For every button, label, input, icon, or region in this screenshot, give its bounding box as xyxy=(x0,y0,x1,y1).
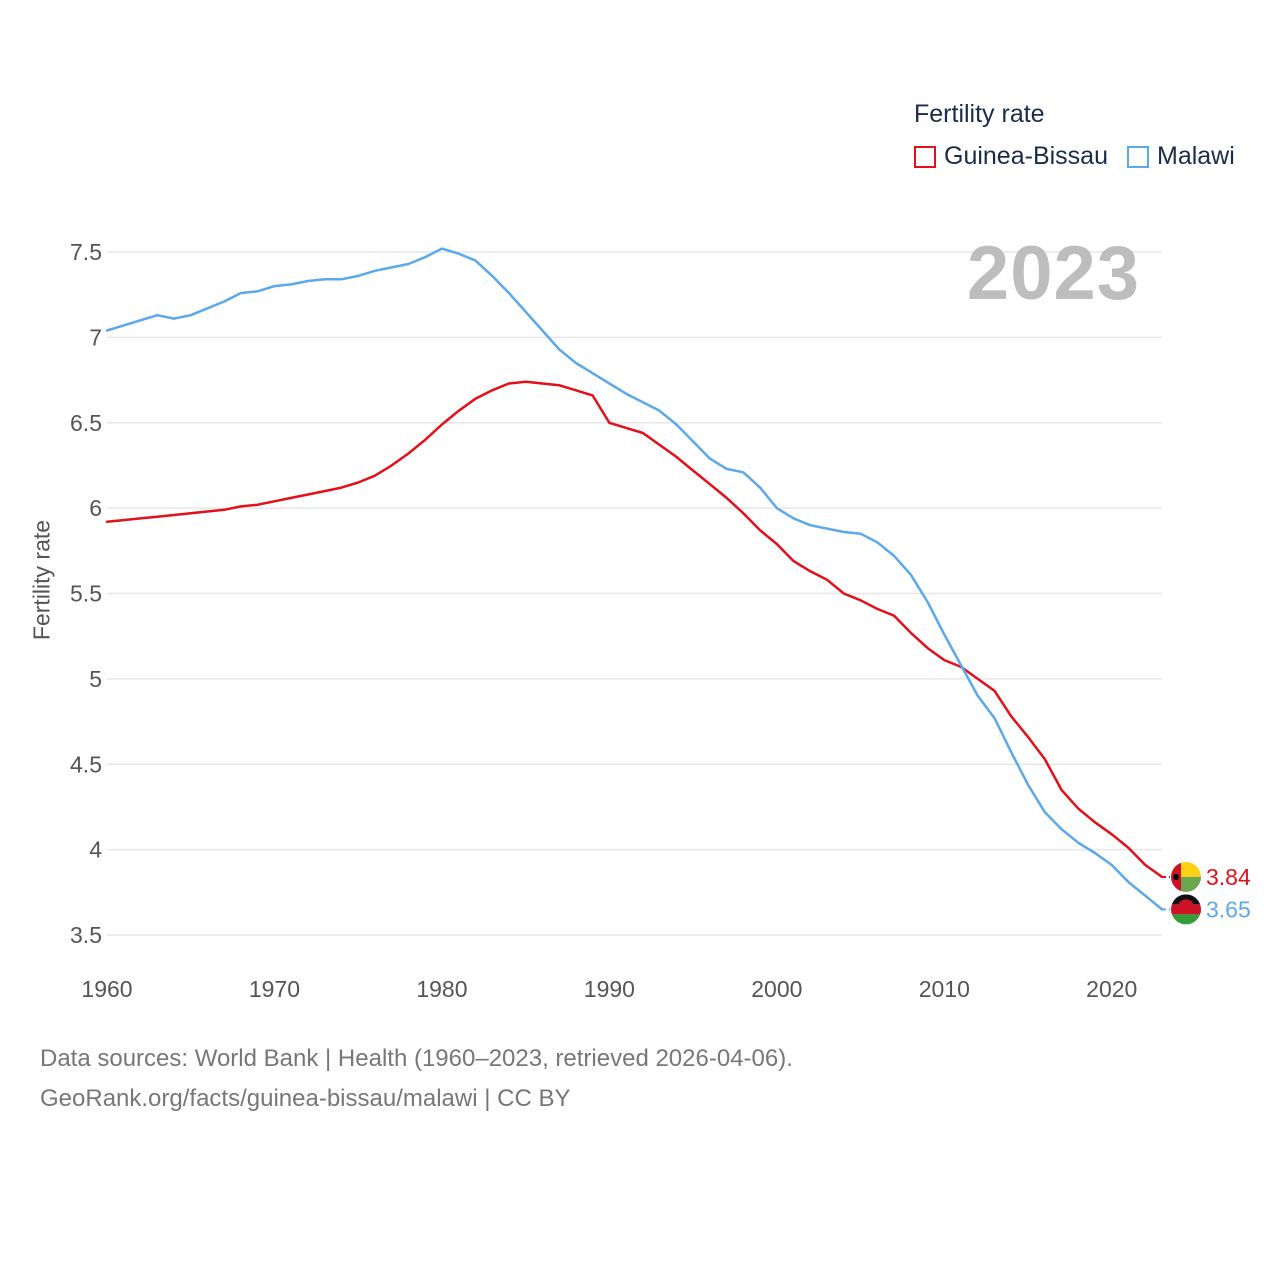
legend-item-malawi[interactable]: Malawi xyxy=(1127,142,1235,171)
x-tick-label: 1960 xyxy=(81,976,132,1002)
y-tick-label: 3.5 xyxy=(70,922,102,948)
y-tick-label: 4 xyxy=(89,837,102,863)
y-axis-title: Fertility rate xyxy=(28,519,55,641)
current-year-label: 2023 xyxy=(966,231,1140,316)
x-tick-label: 2010 xyxy=(919,976,970,1002)
legend-label-malawi: Malawi xyxy=(1157,142,1235,170)
legend-swatch-guinea-bissau xyxy=(914,145,936,168)
series-line-malawi[interactable] xyxy=(105,247,1164,911)
y-tick-label: 6.5 xyxy=(70,410,102,436)
y-tick-label: 7.5 xyxy=(70,239,102,265)
y-tick-label: 5.5 xyxy=(70,581,102,607)
series-line-guinea-bissau[interactable] xyxy=(105,380,1164,879)
y-tick-label: 6 xyxy=(89,495,102,521)
series-lines xyxy=(105,247,1164,911)
x-tick-label: 1990 xyxy=(584,976,635,1002)
end-value-guinea-bissau: 3.84 xyxy=(1206,864,1251,890)
end-value-malawi: 3.65 xyxy=(1206,896,1251,922)
malawi-flag-icon xyxy=(1171,894,1201,925)
legend-label-guinea-bissau: Guinea-Bissau xyxy=(944,142,1108,170)
guinea-bissau-flag-icon xyxy=(1171,861,1201,892)
y-axis-ticks: 3.5 4 4.5 5 5.5 6 6.5 7 7.5 xyxy=(70,239,102,948)
x-tick-label: 2020 xyxy=(1086,976,1137,1002)
end-markers: 3.84 3.65 xyxy=(1162,861,1251,925)
data-source-text: Data sources: World Bank | Health (1960–… xyxy=(40,1045,793,1072)
grid-lines xyxy=(107,251,1162,936)
legend-item-guinea-bissau[interactable]: Guinea-Bissau xyxy=(914,142,1108,171)
legend-title: Fertility rate xyxy=(914,100,1045,128)
y-tick-label: 4.5 xyxy=(70,751,102,777)
x-tick-label: 1980 xyxy=(416,976,467,1002)
legend-swatch-malawi xyxy=(1127,145,1149,168)
y-tick-label: 5 xyxy=(89,666,102,692)
x-axis-ticks: 1960 1970 1980 1990 2000 2010 2020 xyxy=(81,976,1137,1002)
x-tick-label: 2000 xyxy=(751,976,802,1002)
y-tick-label: 7 xyxy=(89,324,102,350)
x-tick-label: 1970 xyxy=(249,976,300,1002)
attribution-link[interactable]: GeoRank.org/facts/guinea-bissau/malawi |… xyxy=(40,1085,571,1112)
